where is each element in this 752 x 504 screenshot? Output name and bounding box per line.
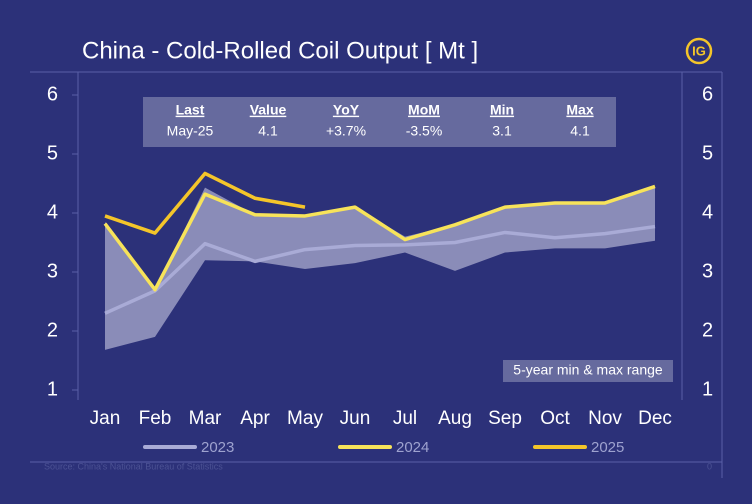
y2-tick-label: 5 xyxy=(702,142,713,164)
source: Source: China's National Bureau of Stati… xyxy=(44,461,223,471)
chart-title: China - Cold-Rolled Coil Output [ Mt ] xyxy=(82,37,478,64)
range-band xyxy=(105,186,655,350)
logo-ring xyxy=(685,37,713,65)
table-header: Min xyxy=(490,102,514,118)
y-tick-label: 4 xyxy=(47,201,58,223)
y2-tick-label: 2 xyxy=(702,319,713,341)
table-cell: May-25 xyxy=(167,123,214,139)
x-tick-label: Feb xyxy=(139,408,172,429)
x-tick-label: Mar xyxy=(189,408,222,429)
range-label: 5-year min & max range xyxy=(513,362,663,378)
x-tick-label: Dec xyxy=(638,408,672,429)
x-tick-label: Jun xyxy=(340,408,371,429)
table-header: YoY xyxy=(333,102,360,118)
y2-tick-label: 4 xyxy=(702,201,713,223)
x-tick-label: Jul xyxy=(393,408,417,429)
table-box xyxy=(143,97,616,147)
table-cell: 3.1 xyxy=(492,123,512,139)
series-line xyxy=(104,224,656,315)
page-number: 0 xyxy=(707,461,712,471)
series-line xyxy=(103,184,656,292)
logo: IG xyxy=(692,43,706,58)
range-label-box xyxy=(503,360,673,382)
table-cell: -3.5% xyxy=(406,123,443,139)
legend-label: 2025 xyxy=(591,439,624,456)
y-tick-label: 3 xyxy=(47,260,58,282)
y-tick-label: 5 xyxy=(47,142,58,164)
table-header: Value xyxy=(250,102,287,118)
x-tick-label: Apr xyxy=(240,408,270,429)
table-header: Max xyxy=(566,102,593,118)
y2-tick-label: 3 xyxy=(702,260,713,282)
y-tick-label: 2 xyxy=(47,319,58,341)
x-tick-label: Oct xyxy=(540,408,570,429)
y2-tick-label: 1 xyxy=(702,378,713,400)
y-tick-label: 6 xyxy=(47,83,58,105)
x-tick-label: Jan xyxy=(90,408,121,429)
legend-label: 2024 xyxy=(396,439,429,456)
y-tick-label: 1 xyxy=(47,378,58,400)
table-header: MoM xyxy=(408,102,440,118)
x-tick-label: Sep xyxy=(488,408,522,429)
table-header: Last xyxy=(176,102,205,118)
x-tick-label: May xyxy=(287,408,323,429)
x-tick-label: Aug xyxy=(438,408,472,429)
table-cell: 4.1 xyxy=(570,123,590,139)
legend-label: 2023 xyxy=(201,439,234,456)
table-cell: +3.7% xyxy=(326,123,366,139)
x-tick-label: Nov xyxy=(588,408,622,429)
series-line xyxy=(104,171,306,235)
y2-tick-label: 6 xyxy=(702,83,713,105)
table-cell: 4.1 xyxy=(258,123,278,139)
